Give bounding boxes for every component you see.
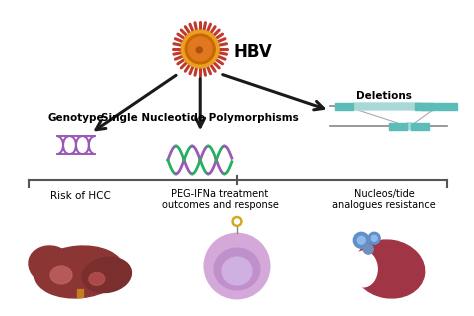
Ellipse shape [50, 266, 72, 284]
Circle shape [357, 236, 365, 244]
Bar [77, 289, 83, 297]
Circle shape [204, 233, 270, 299]
Ellipse shape [222, 257, 252, 285]
Circle shape [232, 216, 242, 226]
Circle shape [196, 47, 202, 53]
Text: PEG-IFNa treatment
outcomes and response: PEG-IFNa treatment outcomes and response [162, 189, 279, 210]
Text: Deletions: Deletions [356, 91, 412, 100]
Circle shape [188, 37, 212, 61]
Circle shape [363, 244, 373, 254]
Circle shape [371, 235, 377, 241]
Text: Nucleos/tide
analogues resistance: Nucleos/tide analogues resistance [332, 189, 436, 210]
FancyBboxPatch shape [353, 103, 421, 110]
Bar [415, 103, 433, 110]
Circle shape [368, 232, 380, 244]
Text: Genotype: Genotype [47, 113, 104, 123]
Text: Risk of HCC: Risk of HCC [51, 191, 111, 201]
Circle shape [185, 34, 215, 64]
FancyBboxPatch shape [407, 123, 411, 130]
Circle shape [353, 232, 369, 248]
Bar [389, 123, 407, 130]
Bar [439, 103, 457, 110]
Text: Single Nucleotide Polymorphisms: Single Nucleotide Polymorphisms [101, 113, 299, 123]
Circle shape [182, 30, 219, 68]
Ellipse shape [89, 272, 105, 285]
Bar [421, 103, 439, 110]
Text: HBV: HBV [233, 43, 272, 61]
Ellipse shape [354, 240, 425, 298]
Circle shape [235, 219, 239, 224]
Bar [411, 123, 429, 130]
Ellipse shape [349, 251, 377, 287]
Ellipse shape [82, 257, 131, 293]
Ellipse shape [29, 246, 73, 284]
Ellipse shape [34, 246, 124, 298]
Bar [336, 103, 353, 110]
Ellipse shape [214, 248, 260, 290]
